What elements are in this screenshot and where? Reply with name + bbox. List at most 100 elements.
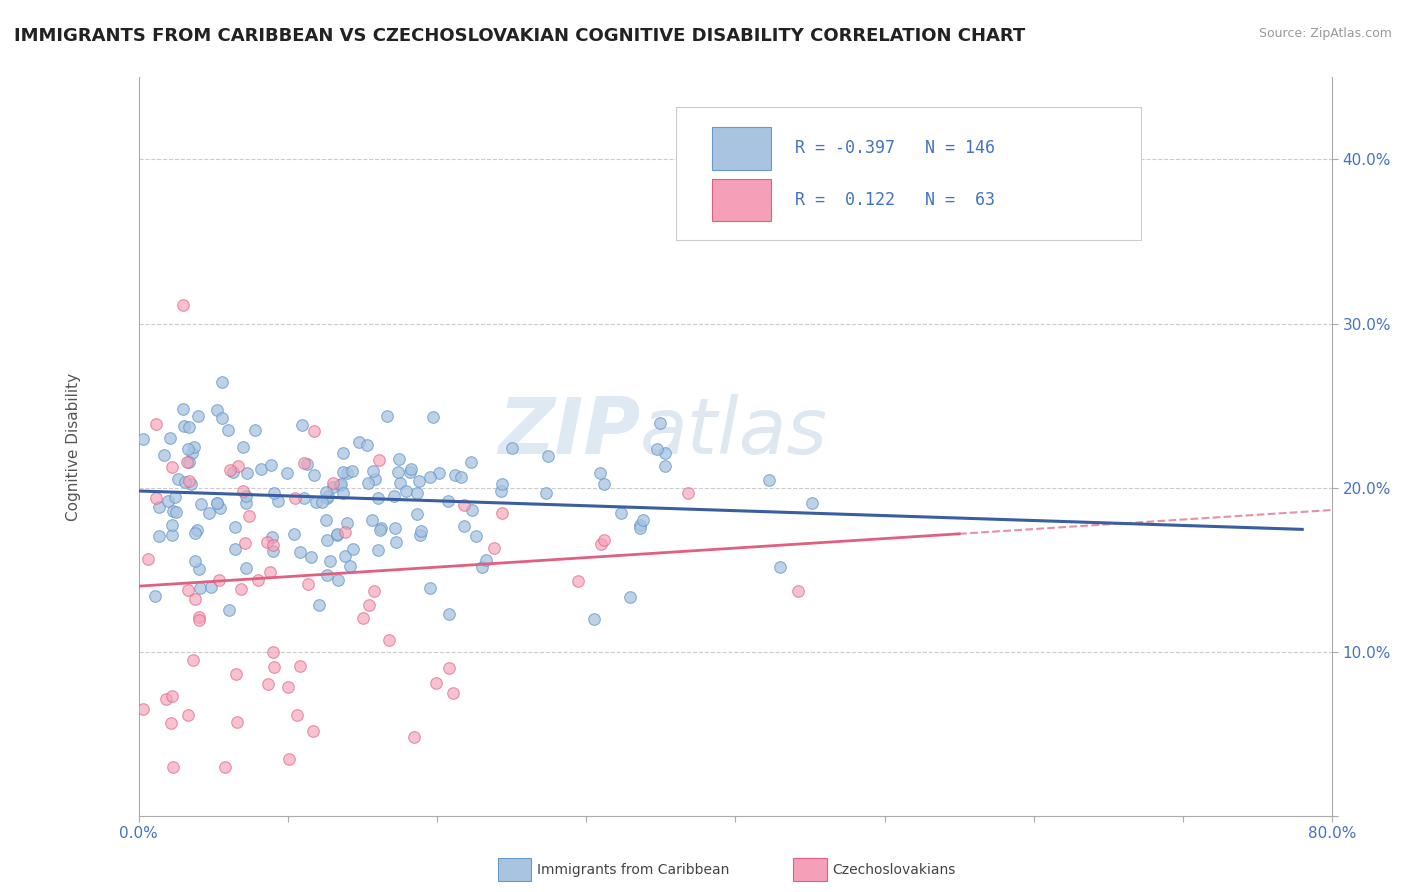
- Point: [260, 458, 283, 472]
- Point: [207, 496, 229, 510]
- Point: [276, 467, 298, 481]
- Point: [165, 490, 187, 504]
- Point: [246, 573, 269, 587]
- Point: [262, 530, 284, 544]
- Point: [382, 489, 405, 503]
- Point: [339, 558, 361, 573]
- Point: [297, 577, 319, 591]
- Point: [404, 730, 426, 744]
- Point: [173, 418, 195, 433]
- Point: [332, 446, 354, 460]
- Point: [491, 506, 513, 520]
- Point: [233, 535, 256, 549]
- Point: [160, 716, 183, 731]
- Point: [437, 607, 460, 622]
- Point: [238, 508, 260, 523]
- Point: [188, 581, 211, 595]
- Point: [335, 525, 357, 540]
- Point: [148, 500, 170, 514]
- Point: [291, 417, 314, 432]
- Point: [277, 681, 299, 695]
- FancyBboxPatch shape: [711, 127, 770, 169]
- Point: [453, 498, 475, 512]
- Point: [437, 494, 460, 508]
- Point: [375, 409, 398, 423]
- Point: [308, 598, 330, 612]
- Point: [367, 543, 389, 558]
- Point: [619, 590, 641, 604]
- Point: [654, 458, 676, 473]
- Point: [283, 526, 305, 541]
- Point: [160, 460, 183, 475]
- Point: [131, 702, 153, 716]
- Point: [628, 521, 651, 535]
- Point: [352, 611, 374, 625]
- Point: [330, 476, 353, 491]
- Point: [340, 464, 363, 478]
- Point: [188, 610, 211, 624]
- Point: [408, 528, 430, 542]
- Point: [326, 573, 349, 587]
- Point: [217, 424, 239, 438]
- Point: [425, 675, 447, 690]
- Point: [155, 691, 177, 706]
- Point: [427, 466, 450, 480]
- Point: [360, 513, 382, 527]
- Point: [315, 491, 337, 505]
- Point: [145, 417, 167, 431]
- Point: [628, 518, 651, 533]
- Point: [160, 689, 183, 703]
- Point: [263, 660, 285, 674]
- Point: [297, 458, 319, 472]
- Point: [256, 677, 278, 691]
- Point: [385, 534, 408, 549]
- Point: [179, 455, 201, 469]
- Point: [441, 686, 464, 700]
- Point: [357, 475, 380, 490]
- Point: [395, 483, 418, 498]
- Text: atlas: atlas: [640, 394, 828, 470]
- Text: R = -0.397   N = 146: R = -0.397 N = 146: [794, 139, 995, 157]
- Point: [405, 507, 427, 521]
- Point: [648, 416, 671, 430]
- Point: [218, 463, 240, 477]
- Point: [222, 465, 245, 479]
- Point: [224, 541, 246, 556]
- Point: [159, 431, 181, 445]
- Point: [256, 535, 278, 549]
- Point: [491, 483, 513, 498]
- Point: [336, 466, 359, 480]
- Point: [319, 554, 342, 568]
- Point: [235, 489, 257, 503]
- Point: [589, 466, 612, 480]
- Point: [232, 484, 254, 499]
- Point: [368, 524, 391, 538]
- Point: [262, 539, 284, 553]
- Point: [399, 462, 422, 476]
- Point: [758, 473, 780, 487]
- Point: [214, 759, 236, 773]
- Point: [177, 583, 200, 598]
- Point: [631, 513, 654, 527]
- Point: [186, 524, 208, 538]
- Point: [398, 465, 420, 479]
- Point: [174, 475, 197, 489]
- FancyBboxPatch shape: [676, 107, 1142, 240]
- Point: [225, 667, 247, 681]
- Point: [484, 541, 506, 555]
- Point: [177, 475, 200, 489]
- Point: [162, 759, 184, 773]
- Point: [200, 581, 222, 595]
- Point: [326, 527, 349, 541]
- Point: [769, 560, 792, 574]
- Point: [283, 491, 305, 506]
- Point: [262, 543, 284, 558]
- Point: [211, 375, 233, 389]
- Point: [208, 573, 231, 587]
- Point: [333, 549, 356, 563]
- Point: [422, 409, 444, 424]
- Point: [177, 420, 200, 434]
- Point: [491, 477, 513, 491]
- Point: [285, 708, 308, 723]
- Point: [181, 446, 204, 460]
